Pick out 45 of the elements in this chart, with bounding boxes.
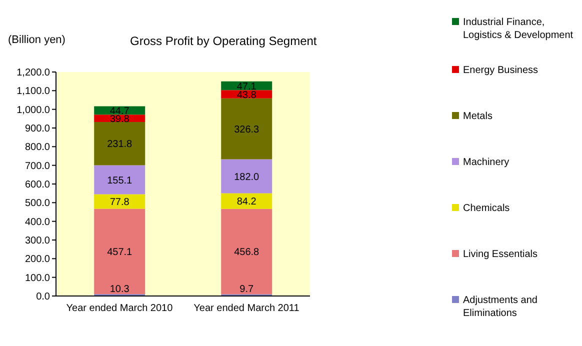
y-tick-label: 600.0 (24, 180, 50, 191)
y-tick-label: 900.0 (24, 124, 50, 135)
legend-label: Living Essentials (463, 248, 538, 261)
legend-label: Chemicals (463, 202, 510, 215)
bar (221, 193, 272, 209)
y-tick-label: 400.0 (24, 216, 50, 228)
bar (221, 208, 272, 294)
data-label: 39.8 (110, 114, 130, 125)
data-label: 43.8 (236, 90, 257, 101)
y-tick-label: 800.0 (24, 142, 50, 154)
x-tick-label: Year ended March 2011 (194, 303, 300, 314)
y-tick-label: 1,100.0 (16, 86, 50, 98)
data-label: 84.2 (236, 196, 257, 208)
legend-label: Machinery (463, 156, 510, 169)
y-tick-label: 100.0 (24, 272, 50, 284)
data-label: 155.1 (107, 175, 133, 186)
bar (94, 165, 146, 194)
legend-label: Energy Business (463, 64, 538, 77)
legend-label: Industrial Finance, Logistics & Development (463, 16, 574, 42)
bar (94, 122, 146, 166)
bar (94, 208, 146, 294)
data-label: 456.8 (234, 247, 260, 258)
legend-label: Adjustments and Eliminations (463, 294, 538, 320)
y-tick-label: 1,200.0 (16, 68, 50, 79)
chart-title: Gross Profit by Operating Segment (130, 34, 317, 48)
bar (94, 194, 146, 209)
data-label: 77.8 (110, 197, 130, 208)
data-label: 10.3 (110, 284, 130, 296)
data-label: 182.0 (234, 172, 260, 183)
y-tick-label: 1,000.0 (16, 104, 50, 116)
bar (221, 159, 272, 194)
data-label: 457.1 (107, 246, 133, 258)
y-axis-title: (Billion yen) (8, 34, 66, 46)
data-label: 231.8 (107, 139, 133, 150)
data-label: 9.7 (240, 284, 254, 296)
data-label: 47.1 (236, 81, 257, 92)
y-tick-label: 0.0 (36, 292, 50, 303)
y-tick-label: 200.0 (24, 254, 50, 266)
bar (221, 98, 272, 160)
x-tick-label: Year ended March 2010 (66, 303, 174, 314)
legend-label: Metals (463, 110, 492, 123)
y-tick-label: 500.0 (24, 198, 50, 210)
data-label: 326.3 (234, 124, 260, 136)
y-tick-label: 700.0 (24, 160, 50, 172)
y-tick-label: 300.0 (24, 236, 50, 247)
